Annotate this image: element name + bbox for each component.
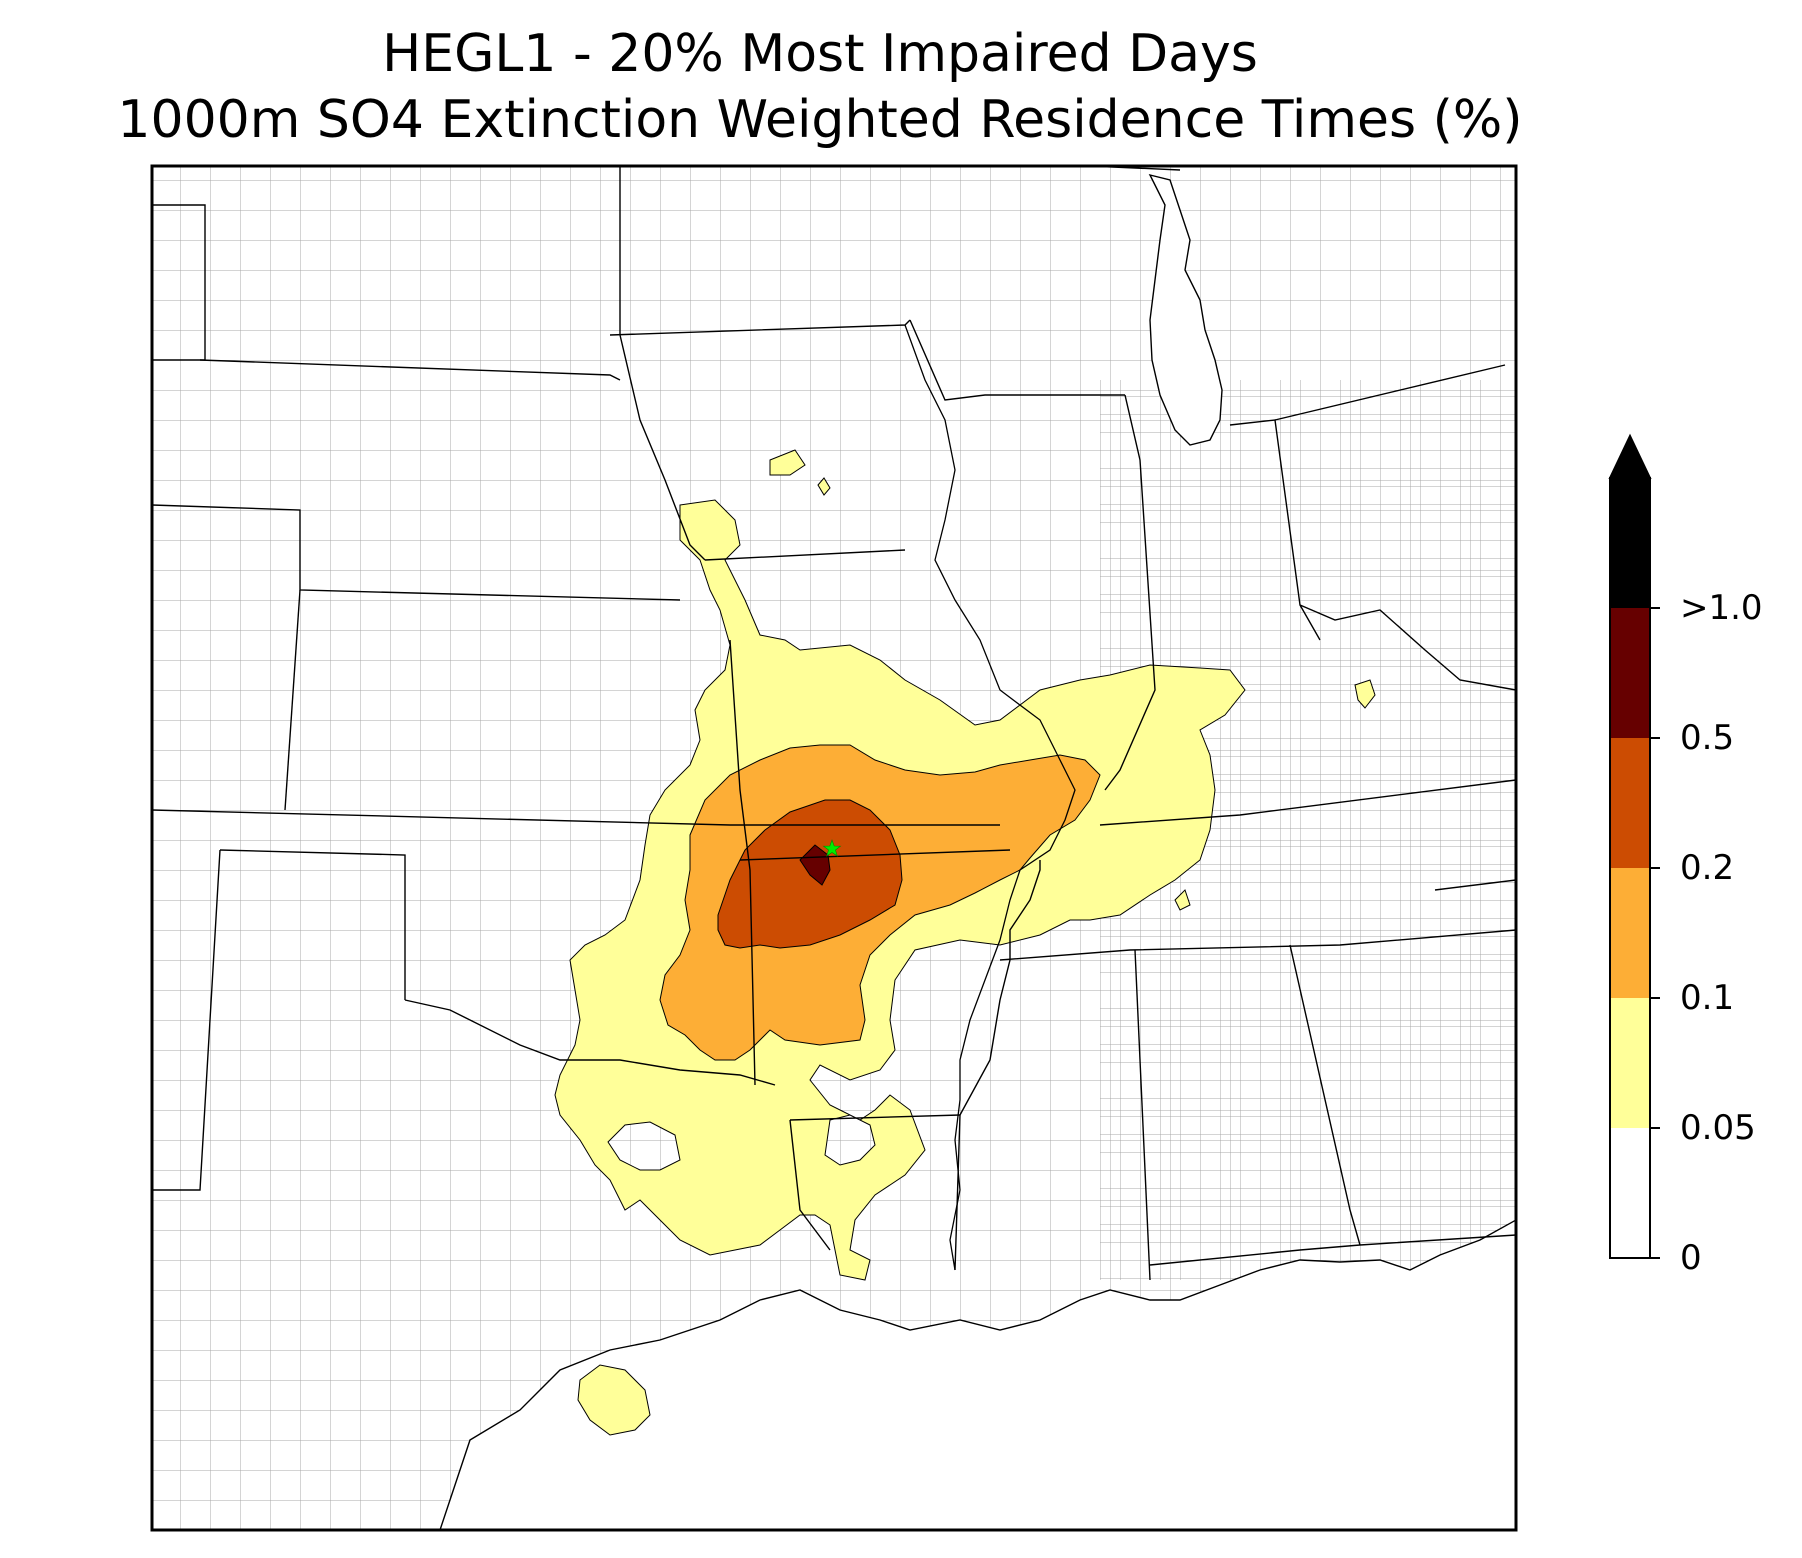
lake-michigan bbox=[1148, 173, 1223, 446]
colorbar-bin-0-0.05 bbox=[1610, 1128, 1650, 1258]
contour-fill-0.5 bbox=[799, 844, 831, 886]
map-border bbox=[150, 164, 1518, 1532]
colorbar-tick-label: 0.5 bbox=[1680, 718, 1735, 758]
map-title-line-1: HEGL1 - 20% Most Impaired Days bbox=[382, 24, 1258, 84]
colorbar-bin-0.2-0.5 bbox=[1610, 738, 1650, 868]
colorbar-tick-label: 0.05 bbox=[1680, 1108, 1756, 1148]
colorbar-tick-label: 0 bbox=[1680, 1238, 1702, 1278]
mississippi-river bbox=[904, 324, 1076, 1271]
contour-patch-iowa bbox=[769, 449, 806, 476]
colorbar-tick-label: 0.2 bbox=[1680, 848, 1735, 888]
colorbar bbox=[1608, 433, 1660, 1259]
colorbar-extend-arrow bbox=[1608, 433, 1652, 479]
colorbar-bin-0.1-0.2 bbox=[1610, 868, 1650, 998]
gulf-of-mexico bbox=[439, 1219, 1516, 1530]
site-star-marker bbox=[822, 839, 842, 857]
colorbar-bin-0.05-0.1 bbox=[1610, 998, 1650, 1128]
map-title-line-2: 1000m SO4 Extinction Weighted Residence … bbox=[117, 90, 1523, 150]
colorbar-tick-label: 0.1 bbox=[1680, 978, 1735, 1018]
contour-patch-kentucky bbox=[1354, 679, 1376, 709]
contour-patch-iowa-small bbox=[817, 477, 831, 496]
contour-patch-texas bbox=[577, 1364, 651, 1436]
colorbar-tick-label: >1.0 bbox=[1680, 588, 1763, 628]
state-boundaries bbox=[152, 166, 1516, 1281]
residence-time-contours bbox=[554, 449, 1376, 1436]
colorbar-bin-1.0-max bbox=[1610, 478, 1650, 608]
colorbar-bin-0.5-1.0 bbox=[1610, 608, 1650, 738]
contour-patch-tennessee bbox=[1174, 889, 1191, 911]
